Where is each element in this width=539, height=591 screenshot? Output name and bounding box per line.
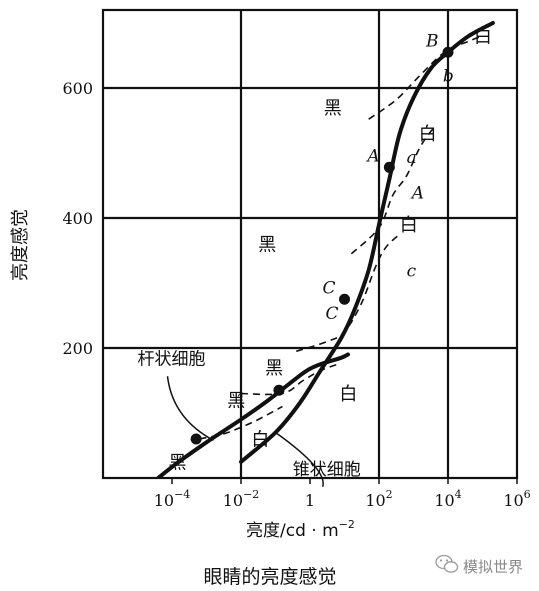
annotation-label: 黑 (265, 358, 283, 379)
annotation-label: 黑 (227, 391, 245, 412)
data-point-marker (273, 384, 285, 396)
series-dashed-line (350, 126, 435, 255)
annotation-label: 黑 (169, 452, 187, 473)
y-tick-label: 600 (62, 79, 93, 98)
callout-leader-line (275, 431, 324, 487)
x-tick-label: 102 (365, 488, 392, 510)
annotation-label: C (326, 304, 339, 324)
watermark-text: 模拟世界 (463, 558, 523, 576)
series-dashed-line (295, 233, 401, 353)
x-tick-label: 1 (305, 491, 315, 510)
plot-frame (101, 8, 519, 480)
data-point-label: B (425, 31, 439, 51)
annotation-label: 白 (419, 124, 437, 145)
data-point-marker (339, 293, 350, 305)
watermark: 模拟世界 (435, 554, 523, 576)
annotation-label: b (443, 67, 454, 87)
y-tick-label: 400 (62, 209, 93, 228)
data-point-marker (383, 161, 395, 173)
series-line (239, 21, 495, 464)
callout-label: 杆状细胞 (138, 349, 206, 369)
series-dashed-line (240, 363, 338, 396)
y-tick-label: 200 (62, 339, 93, 358)
callout-leader-line (166, 376, 214, 441)
y-axis-label: 亮度感觉 (10, 209, 31, 281)
annotation-label: 白 (474, 27, 492, 48)
x-axis-label: 亮度/cd · m−2 (246, 518, 355, 541)
x-tick-label: 10−2 (223, 488, 260, 510)
x-tick-label: 106 (503, 488, 530, 510)
series-dashed-line (368, 35, 483, 120)
annotation-label: 白 (339, 384, 357, 405)
x-tick-label: 10−4 (154, 488, 191, 510)
x-axis-label-exponent: −2 (339, 518, 355, 531)
data-points: B A C (190, 31, 454, 445)
callout-label: 锥状细胞 (293, 460, 361, 480)
wechat-logo-icon (435, 554, 459, 573)
figure-caption: 眼睛的亮度感觉 (203, 566, 336, 588)
annotation-label: A (410, 184, 424, 204)
annotation-label: 白 (251, 430, 269, 451)
series-dashed-line (199, 405, 283, 440)
series-group (156, 21, 495, 478)
data-point-label: C (323, 278, 336, 298)
data-point-marker (442, 46, 454, 58)
data-point-marker (190, 433, 202, 445)
annotation-label: c (407, 262, 417, 282)
axes: 10−4 10−2 1 102 104 106 200 400 600 (62, 79, 530, 510)
data-point-label: A (365, 146, 379, 166)
annotation-label: a (407, 148, 417, 168)
x-tick-label: 104 (434, 488, 461, 510)
annotation-label: 黑 (324, 98, 342, 119)
grid (101, 8, 519, 480)
annotation-label: 黑 (258, 235, 276, 256)
annotation-label: 白 (400, 215, 418, 236)
